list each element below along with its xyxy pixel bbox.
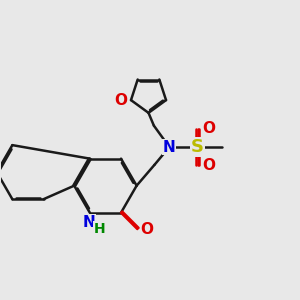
Text: N: N	[163, 140, 176, 154]
Text: O: O	[115, 93, 128, 108]
Text: N: N	[83, 215, 96, 230]
Text: O: O	[202, 158, 215, 173]
Text: O: O	[202, 121, 215, 136]
Text: H: H	[94, 222, 105, 236]
Text: S: S	[191, 138, 204, 156]
Text: O: O	[141, 221, 154, 236]
